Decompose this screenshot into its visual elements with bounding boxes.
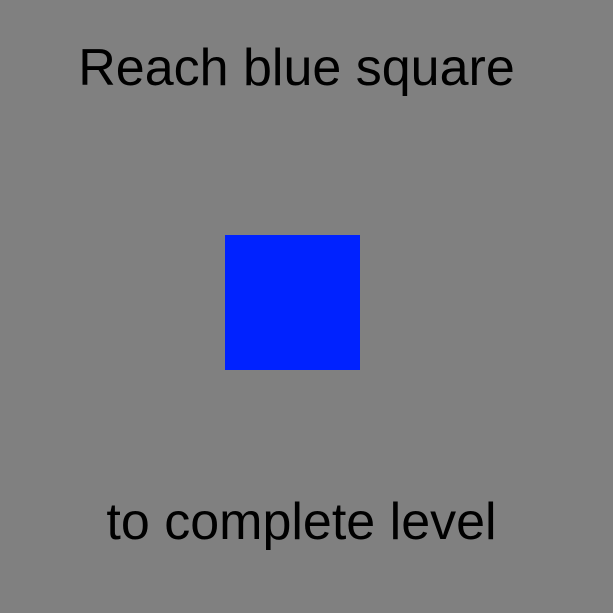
instruction-line-2: to complete level: [106, 493, 497, 551]
instruction-line-1: Reach blue square: [78, 39, 515, 97]
blue-goal-square: [225, 235, 360, 370]
